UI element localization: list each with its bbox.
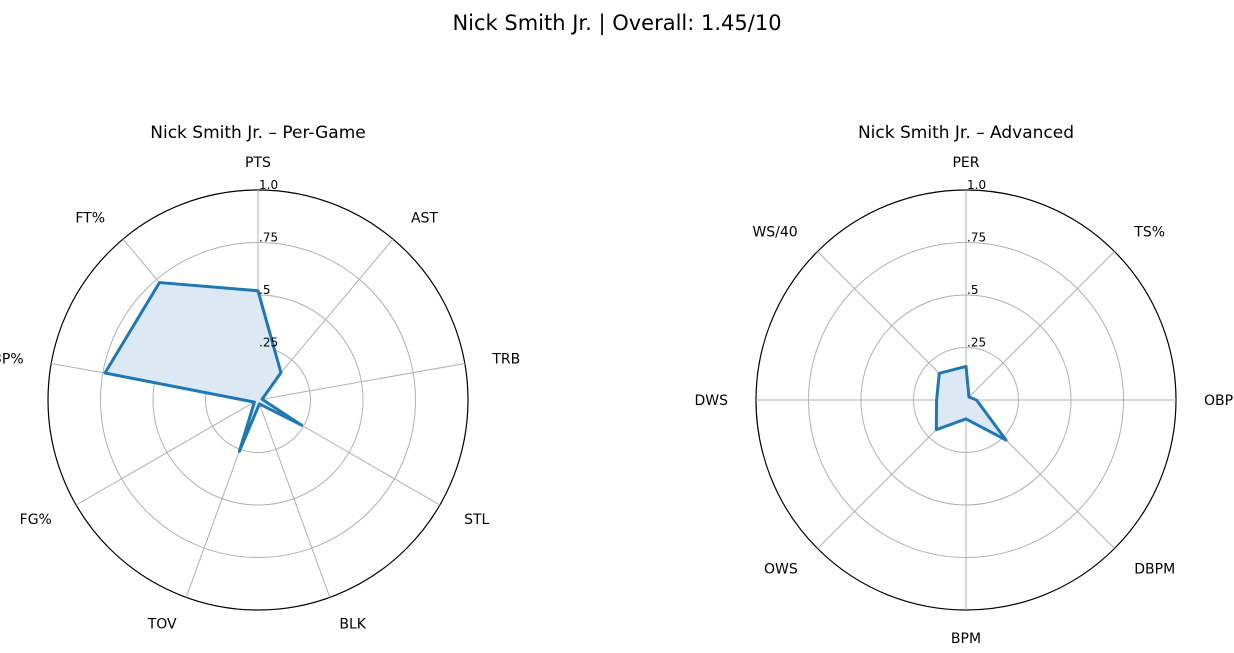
- per-game-axis-label-fg-pct: FG%: [20, 512, 52, 528]
- per-game-spoke: [257, 399, 331, 598]
- advanced-axis-label-ts-pct: TS%: [1133, 225, 1165, 241]
- advanced-rtick-label: .5: [967, 283, 978, 297]
- per-game-series-line: [103, 281, 304, 453]
- advanced-axis-label-per: PER: [952, 155, 979, 171]
- advanced-axis-label-ws-40: WS/40: [752, 225, 797, 241]
- advanced-radar: Nick Smith Jr. – Advanced .25 .5 .75 1.0 PER…: [694, 123, 1234, 647]
- advanced-title: Nick Smith Jr. – Advanced: [858, 123, 1074, 143]
- per-game-spoke: [257, 363, 465, 401]
- advanced-rtick-label: 1.0: [967, 178, 986, 192]
- per-game-series-area: [104, 282, 302, 452]
- advanced-axis-label-obpm: OBPM: [1204, 393, 1234, 409]
- advanced-rtick-label: .75: [967, 231, 986, 245]
- per-game-axis-label-trb: TRB: [491, 352, 520, 368]
- per-game-axis-label-pts: PTS: [245, 155, 271, 171]
- advanced-rtick-label: .25: [967, 336, 986, 350]
- per-game-rtick-label: 1.0: [259, 178, 278, 192]
- advanced-series-area: [936, 366, 1007, 441]
- advanced-axis-label-dws: DWS: [694, 393, 728, 409]
- advanced-series-line: [934, 364, 1008, 442]
- per-game-axis-label-ft-pct: FT%: [75, 211, 105, 227]
- per-game-rtick-label: .5: [259, 283, 270, 297]
- per-game-axis-label-tov: TOV: [147, 617, 177, 633]
- per-game-axis-label-blk: BLK: [339, 617, 366, 633]
- advanced-axis-label-dbpm: DBPM: [1134, 561, 1175, 577]
- figure-title: Nick Smith Jr. | Overall: 1.45/10: [452, 11, 781, 36]
- advanced-spoke: [965, 251, 1115, 401]
- advanced-axis-label-ows: OWS: [764, 561, 798, 577]
- per-game-radar: Nick Smith Jr. – Per-Game .25 .5 .75 1.0 PTS…: [0, 123, 520, 633]
- per-game-rtick-label: .75: [259, 231, 278, 245]
- per-game-axis-label-3p-pct: 3P%: [0, 352, 24, 368]
- per-game-rtick-label: .25: [259, 336, 278, 350]
- advanced-axis-label-bpm: BPM: [951, 631, 981, 647]
- per-game-axis-label-ast: AST: [411, 211, 438, 227]
- per-game-spoke: [75, 399, 259, 506]
- per-game-axis-label-stl: STL: [464, 512, 489, 528]
- per-game-title: Nick Smith Jr. – Per-Game: [150, 123, 365, 143]
